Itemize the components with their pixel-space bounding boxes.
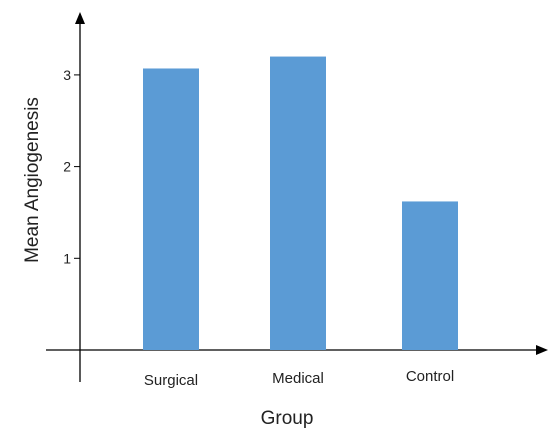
y-tick-label: 2	[63, 159, 71, 175]
x-tick-label-medical: Medical	[272, 370, 324, 387]
y-axis-arrowhead	[75, 12, 85, 24]
x-axis-title: Group	[261, 408, 314, 429]
bars	[143, 56, 458, 351]
y-tick-label: 3	[63, 67, 71, 83]
bar-surgical	[143, 68, 199, 350]
bar-control	[402, 201, 458, 350]
y-tick-label: 1	[63, 250, 71, 266]
x-tick-label-surgical: Surgical	[144, 372, 198, 389]
bar-medical	[270, 56, 326, 351]
x-tick-labels: Surgical Medical Control	[144, 368, 454, 389]
x-tick-label-control: Control	[406, 368, 454, 385]
y-axis-title: Mean Angiogenesis	[22, 97, 43, 263]
y-ticks: 1 2 3	[63, 67, 80, 266]
x-axis-arrowhead	[536, 345, 548, 355]
